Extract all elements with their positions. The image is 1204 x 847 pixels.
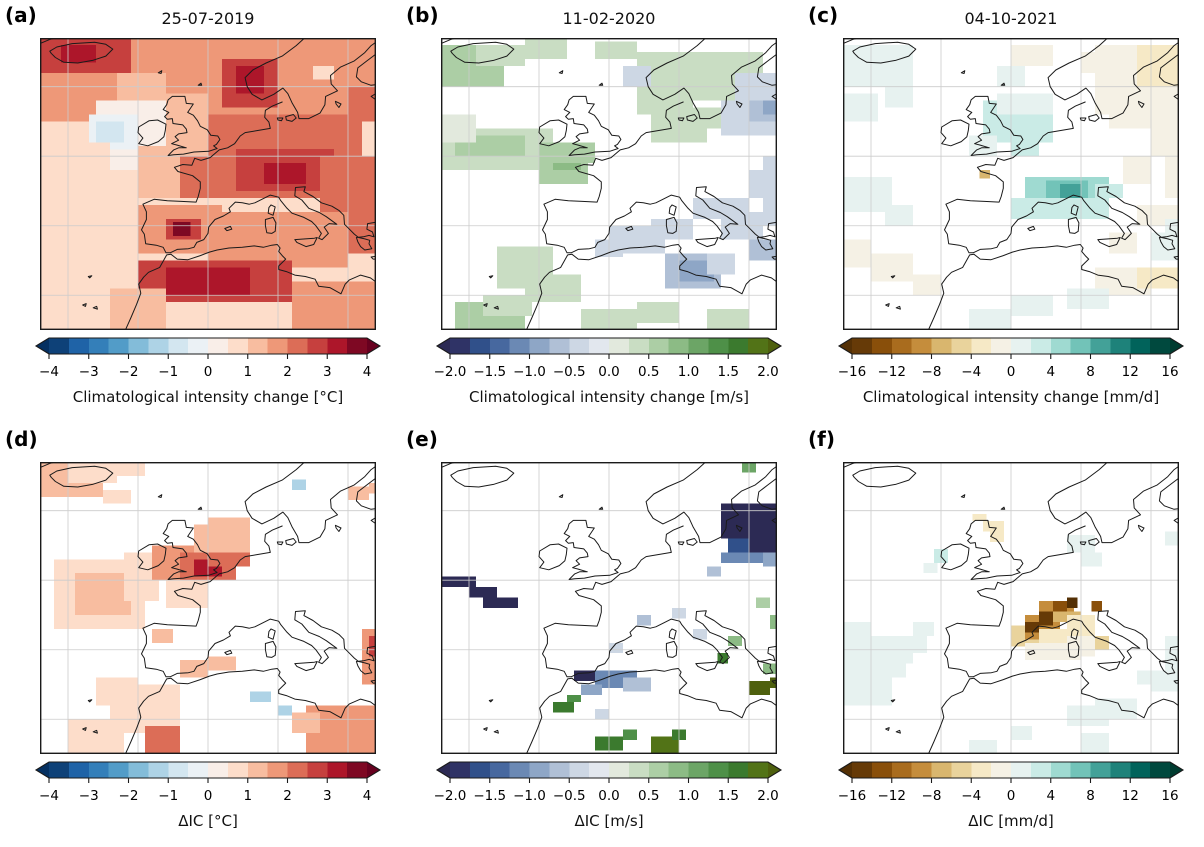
panel-b: (b) 11-02-2020 −2.0 −1.5 −1.0 −0.5 0.0 0.5 1.0… <box>401 0 802 423</box>
svg-text:12: 12 <box>1122 788 1139 804</box>
svg-text:4: 4 <box>363 364 372 380</box>
map-canvas-e <box>441 462 777 754</box>
svg-text:3: 3 <box>323 788 332 804</box>
svg-text:12: 12 <box>1122 364 1139 380</box>
svg-text:1.5: 1.5 <box>718 788 739 804</box>
svg-text:0.0: 0.0 <box>598 364 619 380</box>
svg-text:−12: −12 <box>878 364 907 380</box>
colorbar-axis-label-f: ΔIC [mm/d] <box>968 812 1054 830</box>
svg-text:−1: −1 <box>158 788 178 804</box>
svg-text:0.0: 0.0 <box>598 788 619 804</box>
panel-e: (e) −2.0 −1.5 −1.0 −0.5 0.0 0.5 1.0 1.5 2.0 ΔIC … <box>401 424 802 847</box>
svg-text:4: 4 <box>363 788 372 804</box>
colorbar-axis-label-a: Climatological intensity change [°C] <box>72 388 344 406</box>
svg-text:−3: −3 <box>79 364 99 380</box>
svg-text:−2: −2 <box>119 364 139 380</box>
colorbar-e: −2.0 −1.5 −1.0 −0.5 0.0 0.5 1.0 1.5 2.0 <box>434 761 783 804</box>
svg-text:0.5: 0.5 <box>638 364 659 380</box>
panel-label-f: (f) <box>808 427 835 451</box>
svg-text:−4: −4 <box>961 364 981 380</box>
panel-label-a: (a) <box>5 3 37 27</box>
svg-text:4: 4 <box>1046 364 1055 380</box>
svg-text:0.5: 0.5 <box>638 788 659 804</box>
svg-text:2: 2 <box>283 788 292 804</box>
svg-text:2.0: 2.0 <box>757 788 778 804</box>
panel-label-c: (c) <box>808 3 839 27</box>
svg-text:−4: −4 <box>39 788 59 804</box>
colorbar-a: −4 −3 −2 −1 0 1 2 3 4 <box>34 337 382 380</box>
colorbar-d: −4 −3 −2 −1 0 1 2 3 4 <box>34 761 382 804</box>
colorbar-axis-label-d: ΔIC [°C] <box>178 812 238 830</box>
svg-text:1.0: 1.0 <box>678 788 699 804</box>
panel-d: (d) −4 −3 −2 −1 0 1 2 3 4 ΔIC [°C] <box>0 424 401 847</box>
svg-text:0: 0 <box>1007 364 1016 380</box>
colorbar-f: −16 −12 −8 −4 0 4 8 12 16 <box>838 761 1185 804</box>
svg-text:−12: −12 <box>878 788 907 804</box>
svg-text:−4: −4 <box>39 364 59 380</box>
panel-title-b: 11-02-2020 <box>562 9 656 28</box>
map-canvas-d <box>40 462 376 754</box>
colorbar-axis-label-b: Climatological intensity change [m/s] <box>468 388 750 406</box>
svg-text:−1.0: −1.0 <box>513 364 546 380</box>
svg-text:8: 8 <box>1086 364 1095 380</box>
colorbar-axis-label-e: ΔIC [m/s] <box>574 812 644 830</box>
panel-f: (f) −16 −12 −8 −4 0 4 8 12 16 ΔIC [mm/d] <box>803 424 1204 847</box>
colorbar-b: −2.0 −1.5 −1.0 −0.5 0.0 0.5 1.0 1.5 2.0 <box>434 337 783 380</box>
svg-text:8: 8 <box>1086 788 1095 804</box>
svg-text:3: 3 <box>323 364 332 380</box>
svg-text:1: 1 <box>243 788 252 804</box>
svg-text:−2: −2 <box>119 788 139 804</box>
svg-text:−2.0: −2.0 <box>434 788 467 804</box>
svg-text:2.0: 2.0 <box>757 364 778 380</box>
panel-c: (c) 04-10-2021 −16 −12 −8 −4 0 4 8 12 16 Climato… <box>803 0 1204 423</box>
svg-text:1.0: 1.0 <box>678 364 699 380</box>
svg-text:0: 0 <box>1007 788 1016 804</box>
svg-text:1: 1 <box>243 364 252 380</box>
svg-text:16: 16 <box>1161 364 1178 380</box>
svg-text:−1.5: −1.5 <box>473 788 506 804</box>
svg-text:−4: −4 <box>961 788 981 804</box>
panel-label-e: (e) <box>406 427 438 451</box>
svg-text:16: 16 <box>1161 788 1178 804</box>
svg-text:−8: −8 <box>922 788 942 804</box>
panel-title-c: 04-10-2021 <box>964 9 1058 28</box>
svg-text:0: 0 <box>204 788 213 804</box>
svg-text:0: 0 <box>204 364 213 380</box>
svg-text:2: 2 <box>283 364 292 380</box>
map-canvas-b <box>441 38 777 330</box>
svg-text:4: 4 <box>1046 788 1055 804</box>
map-canvas-a <box>40 38 376 330</box>
svg-text:−1: −1 <box>158 364 178 380</box>
svg-text:−0.5: −0.5 <box>553 364 586 380</box>
map-canvas-c <box>843 38 1179 330</box>
svg-text:−1.5: −1.5 <box>473 364 506 380</box>
svg-text:−2.0: −2.0 <box>434 364 467 380</box>
svg-text:1.5: 1.5 <box>718 364 739 380</box>
panel-label-d: (d) <box>5 427 38 451</box>
panel-label-b: (b) <box>406 3 439 27</box>
svg-text:−16: −16 <box>838 364 867 380</box>
svg-text:−16: −16 <box>838 788 867 804</box>
colorbar-c: −16 −12 −8 −4 0 4 8 12 16 <box>838 337 1185 380</box>
panel-title-a: 25-07-2019 <box>161 9 255 28</box>
panel-a: (a) 25-07-2019 −4 −3 −2 −1 0 1 2 3 4 Climatologi… <box>0 0 401 423</box>
map-canvas-f <box>843 462 1179 754</box>
colorbar-axis-label-c: Climatological intensity change [mm/d] <box>862 388 1160 406</box>
svg-text:−8: −8 <box>922 364 942 380</box>
svg-text:−1.0: −1.0 <box>513 788 546 804</box>
svg-text:−3: −3 <box>79 788 99 804</box>
svg-text:−0.5: −0.5 <box>553 788 586 804</box>
